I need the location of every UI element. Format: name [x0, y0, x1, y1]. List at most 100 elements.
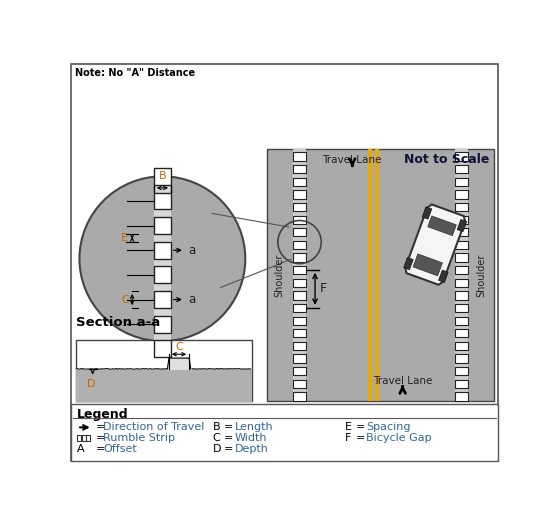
Bar: [294, 149, 306, 401]
Polygon shape: [428, 216, 456, 236]
Text: =: =: [224, 444, 233, 454]
Text: a: a: [188, 244, 195, 257]
Polygon shape: [422, 207, 432, 219]
Bar: [455, 253, 468, 262]
Circle shape: [79, 176, 245, 341]
Bar: [154, 217, 171, 234]
Polygon shape: [438, 270, 448, 282]
Bar: [154, 266, 171, 283]
Bar: [455, 291, 468, 300]
Bar: [77, 435, 81, 441]
Bar: [455, 178, 468, 186]
Text: =: =: [355, 433, 365, 443]
Text: Note: No "A" Distance: Note: No "A" Distance: [75, 68, 195, 78]
Text: E: E: [122, 233, 128, 243]
Bar: [294, 178, 306, 186]
Text: =: =: [95, 422, 105, 433]
Polygon shape: [405, 204, 465, 285]
Text: Depth: Depth: [234, 444, 268, 454]
Bar: [294, 342, 306, 350]
Bar: [294, 203, 306, 211]
Polygon shape: [413, 254, 442, 276]
Bar: [154, 341, 171, 357]
Text: Shoulder: Shoulder: [477, 253, 487, 296]
Bar: [82, 435, 85, 441]
Bar: [294, 241, 306, 249]
Text: Travel Lane: Travel Lane: [373, 376, 432, 386]
Text: B: B: [159, 171, 167, 181]
Bar: [455, 165, 468, 173]
Bar: [294, 152, 306, 161]
Text: Direction of Travel: Direction of Travel: [103, 422, 205, 433]
Bar: [455, 266, 468, 274]
Text: C: C: [122, 294, 129, 305]
Bar: [154, 178, 171, 340]
Bar: [294, 216, 306, 224]
Bar: [75, 340, 251, 401]
Bar: [455, 380, 468, 388]
Text: =: =: [95, 444, 105, 454]
Bar: [455, 317, 468, 325]
Bar: [294, 393, 306, 400]
Bar: [455, 152, 468, 161]
Text: Shoulder: Shoulder: [274, 253, 284, 296]
Bar: [455, 342, 468, 350]
Text: Width: Width: [234, 433, 267, 443]
Text: E: E: [345, 422, 351, 433]
Text: Spacing: Spacing: [366, 422, 411, 433]
Bar: [294, 355, 306, 362]
Bar: [455, 329, 468, 337]
Bar: [71, 404, 498, 461]
Bar: [294, 304, 306, 312]
Text: =: =: [224, 422, 233, 433]
Text: =: =: [224, 433, 233, 443]
Bar: [455, 355, 468, 362]
Bar: [455, 203, 468, 211]
Bar: [455, 190, 468, 199]
Text: C: C: [175, 342, 183, 352]
Polygon shape: [403, 257, 413, 270]
Bar: [294, 291, 306, 300]
Text: a: a: [188, 293, 195, 306]
Text: D: D: [87, 379, 95, 389]
Text: Rumble Strip: Rumble Strip: [103, 433, 175, 443]
Text: D: D: [213, 444, 221, 454]
Text: Length: Length: [234, 422, 273, 433]
Bar: [455, 149, 468, 401]
Bar: [154, 291, 171, 308]
Bar: [455, 228, 468, 237]
Text: A: A: [77, 444, 85, 454]
Bar: [455, 367, 468, 375]
Bar: [294, 190, 306, 199]
Bar: [375, 149, 379, 401]
Bar: [267, 149, 494, 401]
Bar: [294, 279, 306, 287]
Bar: [154, 192, 171, 210]
Text: F: F: [345, 433, 351, 443]
Text: B: B: [213, 422, 220, 433]
Bar: [369, 149, 372, 401]
Bar: [294, 317, 306, 325]
Bar: [154, 316, 171, 333]
Bar: [294, 380, 306, 388]
Text: Section a-a: Section a-a: [75, 316, 160, 329]
Text: F: F: [320, 282, 327, 295]
Text: Not to Scale: Not to Scale: [404, 153, 490, 166]
Text: C: C: [213, 433, 220, 443]
Text: =: =: [95, 433, 105, 443]
Bar: [455, 216, 468, 224]
Bar: [154, 168, 171, 185]
Polygon shape: [457, 219, 467, 232]
Text: =: =: [355, 422, 365, 433]
Bar: [294, 253, 306, 262]
Bar: [87, 435, 90, 441]
Text: Offset: Offset: [103, 444, 137, 454]
Bar: [294, 329, 306, 337]
Text: Travel Lane: Travel Lane: [322, 155, 382, 165]
Bar: [455, 241, 468, 249]
Bar: [294, 228, 306, 237]
Bar: [455, 304, 468, 312]
Bar: [455, 393, 468, 400]
Bar: [455, 279, 468, 287]
Bar: [294, 367, 306, 375]
